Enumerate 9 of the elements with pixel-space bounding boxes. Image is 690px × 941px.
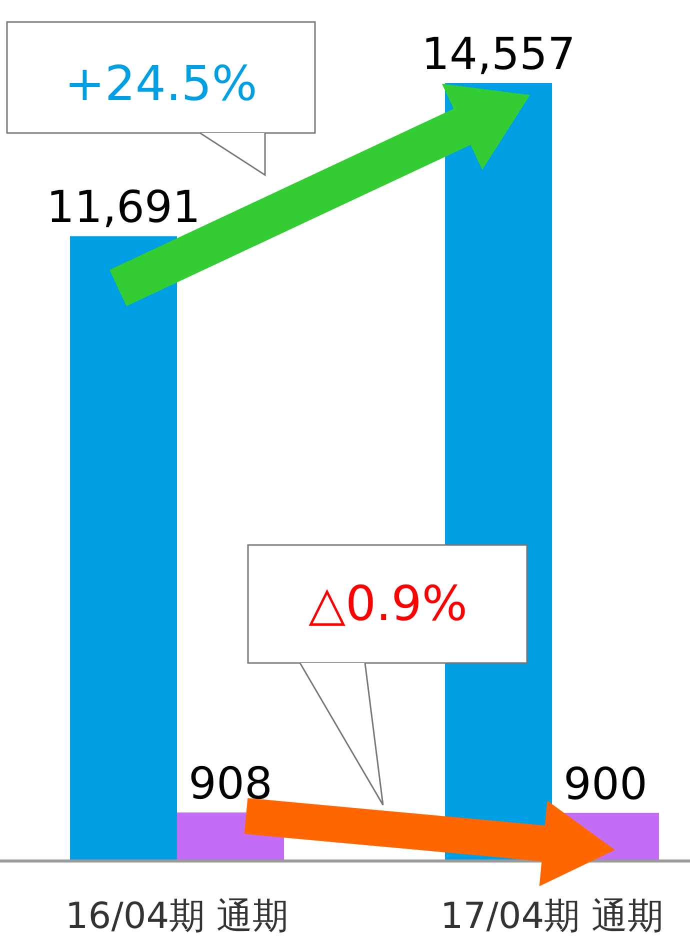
data-label: 900 xyxy=(564,758,648,810)
data-label: 11,691 xyxy=(46,182,200,234)
annotation: △0.9% xyxy=(308,576,468,632)
data-label: 14,557 xyxy=(422,29,576,80)
annotation: +24.5% xyxy=(64,56,258,112)
data-label: 908 xyxy=(188,758,272,810)
x-tick-label: 17/04期 通期 xyxy=(440,896,664,937)
x-tick-label: 16/04期 通期 xyxy=(65,896,289,937)
bar xyxy=(70,236,177,861)
